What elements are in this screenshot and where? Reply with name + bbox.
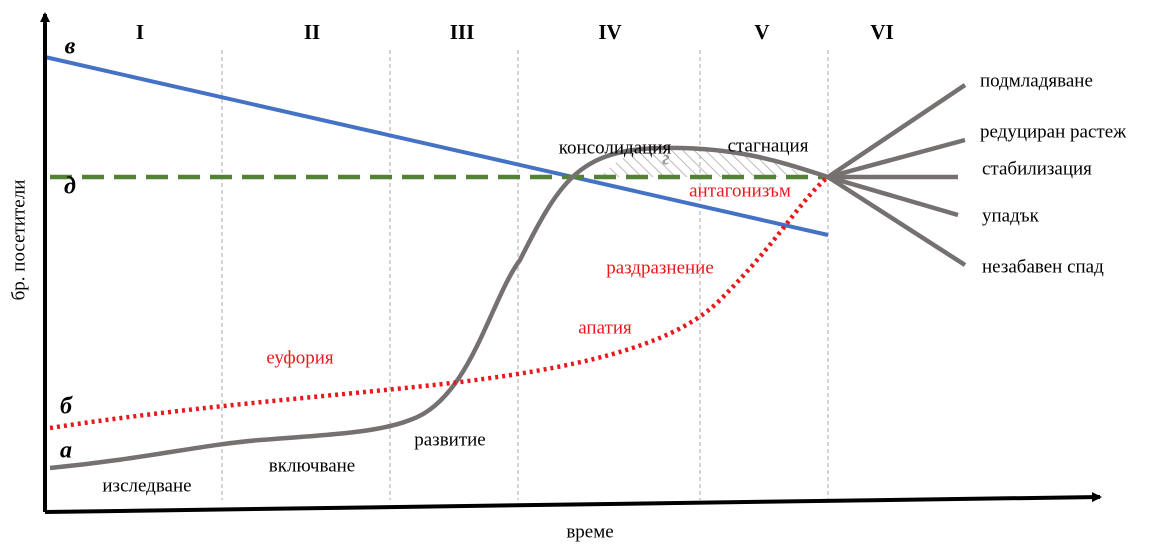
- curve-letter: в: [65, 34, 76, 60]
- blue-line: [44, 55, 829, 237]
- gray-curve: [49, 145, 829, 471]
- red-dotted-curve: [49, 175, 830, 431]
- stage-label: IV: [598, 20, 621, 44]
- stage-label: II: [304, 20, 320, 44]
- stage-label: V: [754, 20, 769, 44]
- phase-label: включване: [269, 455, 355, 476]
- attitude-label: еуфория: [266, 347, 333, 368]
- attitude-label: антагонизъм: [689, 180, 791, 201]
- curve-letter: г: [662, 148, 669, 170]
- curve-letter: б: [60, 394, 73, 420]
- outcome-label: подмладяване: [980, 70, 1093, 91]
- outcome-label: стабилизация: [982, 158, 1092, 179]
- y-label: бр. посетители: [8, 180, 29, 301]
- hatched-area: [600, 147, 810, 177]
- x-label: време: [566, 521, 613, 542]
- x-axis: [44, 492, 1102, 514]
- outcome-label: упадък: [982, 205, 1040, 226]
- outcome-label: незабавен спад: [982, 256, 1104, 277]
- attitude-label: раздразнение: [606, 257, 714, 278]
- outcome-fan: [826, 83, 967, 267]
- stage-label: VI: [870, 20, 893, 44]
- phase-label: консолидация: [559, 137, 672, 158]
- phase-label: стагнация: [728, 135, 809, 156]
- stage-label: I: [136, 20, 144, 44]
- outcome-label: редуциран растеж: [980, 121, 1127, 142]
- curve-letter: д: [64, 174, 76, 200]
- phase-label: развитие: [414, 429, 485, 450]
- attitude-label: апатия: [578, 317, 632, 338]
- phase-label: изследване: [102, 475, 191, 496]
- stage-label: III: [450, 20, 475, 44]
- curve-letter: а: [60, 438, 72, 464]
